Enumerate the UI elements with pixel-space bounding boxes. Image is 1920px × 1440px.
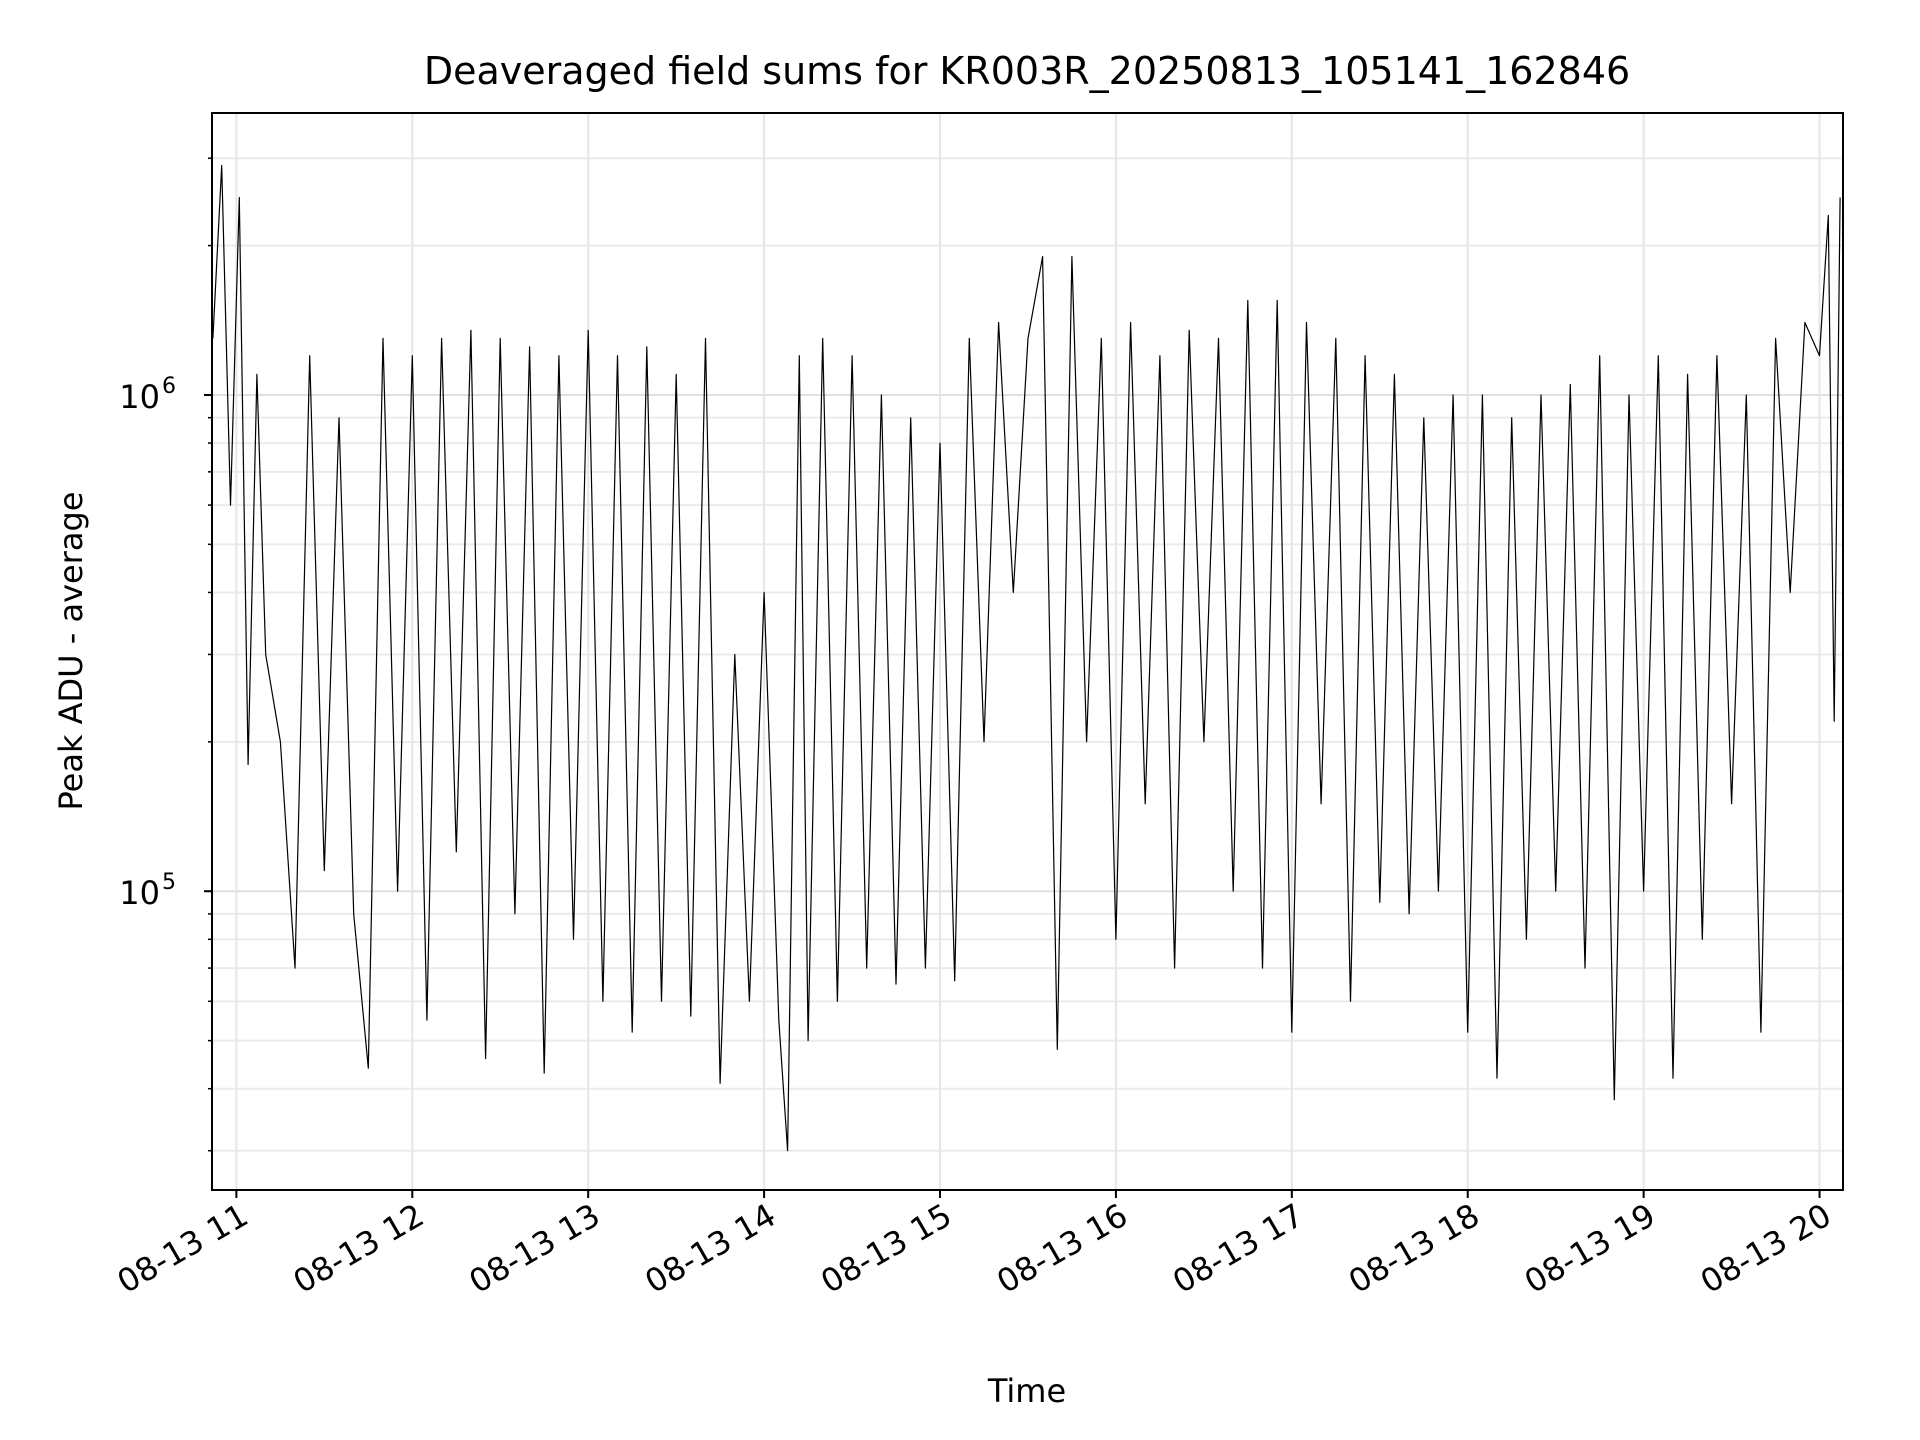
y-tick-label: 10 [119,874,160,912]
data-layer [212,164,1841,1152]
x-axis-label: Time [987,1372,1066,1410]
y-tick-label: 10 [119,378,160,416]
y-tick-exponent: 5 [162,870,176,895]
chart-title: Deaveraged field sums for KR003R_2025081… [424,49,1630,93]
plot-frame [211,112,1844,1191]
series-line [212,164,1841,1152]
y-tick-exponent: 6 [162,374,176,399]
grid [212,113,1843,1190]
y-axis-label: Peak ADU - average [52,492,90,811]
